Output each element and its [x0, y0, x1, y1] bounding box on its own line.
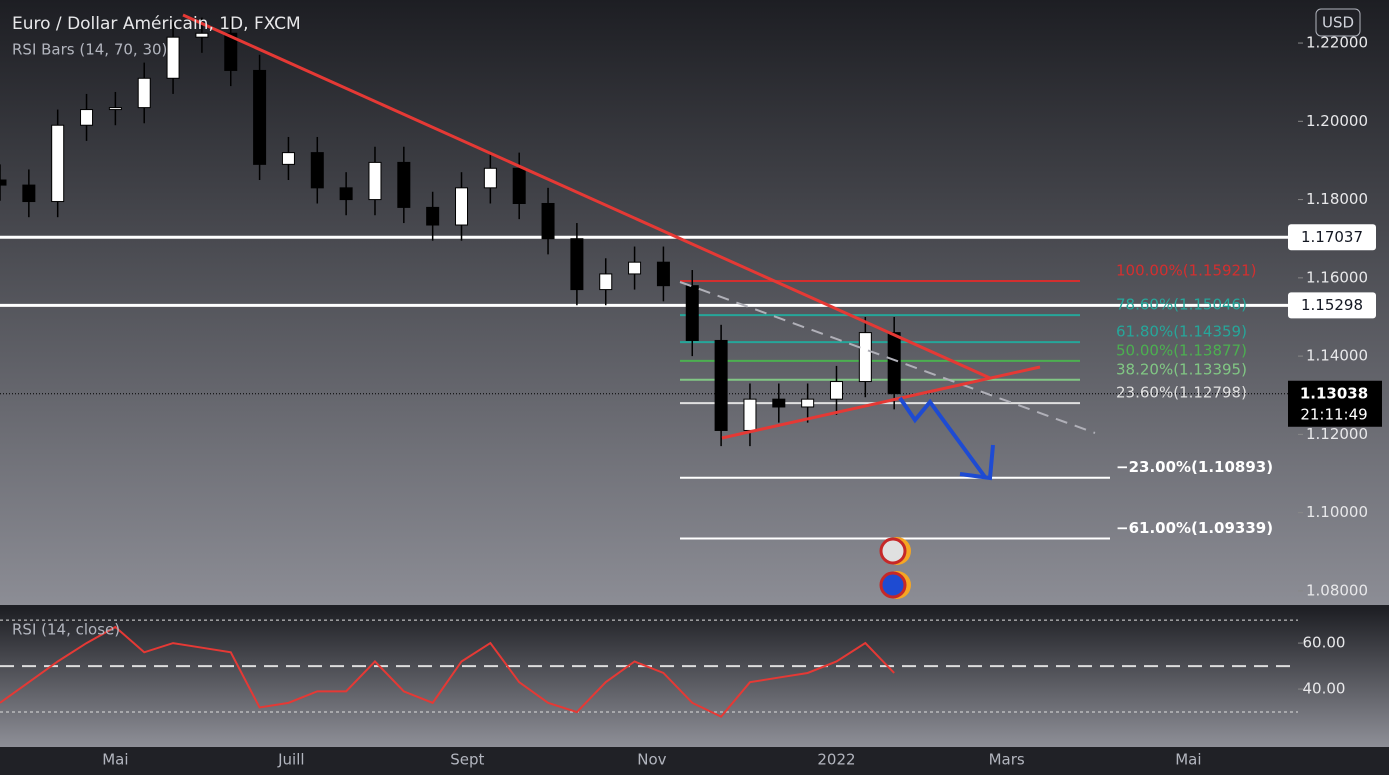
candle-body: [570, 238, 584, 291]
currency-label[interactable]: USD: [1322, 14, 1354, 32]
event-icon: [879, 537, 907, 565]
y-tick-label: 1.12000: [1306, 425, 1368, 443]
candle-body: [368, 161, 382, 201]
fib-label: −23.00%(1.10893): [1116, 458, 1273, 476]
candle-body: [512, 167, 526, 204]
candle-body: [455, 187, 469, 226]
candle-body: [51, 124, 65, 203]
projection-line: [679, 281, 1096, 434]
fib-label: −61.00%(1.09339): [1116, 519, 1273, 537]
candle-body: [310, 152, 324, 189]
candle-body: [887, 332, 901, 395]
price-tag: [1288, 380, 1382, 427]
candle-body: [166, 36, 180, 79]
candle-body: [656, 261, 670, 287]
x-tick-label: Mai: [1175, 751, 1201, 769]
candle-body: [829, 381, 843, 400]
candle-body: [599, 273, 613, 291]
indicator-title: RSI Bars (14, 70, 30): [12, 41, 167, 59]
last-price-label: 1.13038: [1300, 384, 1368, 402]
rsi-line: [0, 625, 895, 718]
drawings: [182, 13, 1096, 599]
candle-body: [80, 109, 94, 126]
level-label: 1.15298: [1301, 296, 1363, 314]
forecast-arrow: [898, 396, 987, 479]
candle-body: [224, 32, 238, 71]
candle-body: [339, 187, 353, 201]
fib-label: 61.80%(1.14359): [1116, 323, 1247, 341]
x-tick-label: Nov: [637, 751, 666, 769]
y-tick-label: 40.00: [1303, 680, 1346, 698]
candle-body: [483, 167, 497, 189]
y-tick-label: 60.00: [1303, 634, 1346, 652]
x-tick-label: Mai: [102, 751, 128, 769]
level-tag: [1288, 292, 1376, 319]
candle-body: [281, 152, 295, 165]
y-tick-label: 1.08000: [1306, 581, 1368, 599]
candle-body: [541, 202, 555, 240]
candle-body: [397, 161, 411, 208]
x-tick-label: 2022: [817, 751, 855, 769]
x-tick-label: Juill: [277, 751, 304, 769]
rsi-pane: [0, 607, 1389, 747]
candle-body: [743, 398, 757, 431]
level-label: 1.17037: [1301, 228, 1363, 246]
candle-body: [137, 77, 151, 109]
y-tick-label: 1.14000: [1306, 347, 1368, 365]
event-icon: [879, 571, 907, 599]
chart-title: Euro / Dollar Américain, 1D, FXCM: [12, 14, 301, 34]
candle-body: [253, 69, 267, 165]
candle-body: [772, 398, 786, 408]
candle-body: [0, 179, 7, 186]
y-tick-label: 1.16000: [1306, 268, 1368, 286]
support-line: [721, 365, 1041, 440]
y-tick-label: 1.10000: [1306, 503, 1368, 521]
candle-body: [108, 107, 122, 111]
candle-body: [801, 398, 815, 408]
fib-label: 100.00%(1.15921): [1116, 261, 1256, 279]
fib-label: 38.20%(1.13395): [1116, 360, 1247, 378]
resistance-line: [182, 13, 991, 380]
x-tick-label: Sept: [450, 751, 484, 769]
y-tick-label: 1.18000: [1306, 190, 1368, 208]
candle-body: [714, 339, 728, 431]
time-axis: [0, 747, 1389, 775]
candle-body: [685, 285, 699, 341]
y-tick-label: 1.20000: [1306, 112, 1368, 130]
currency-button[interactable]: [1315, 8, 1361, 37]
candle-body: [426, 206, 440, 226]
arrow-head: [959, 444, 995, 481]
candle-body: [22, 184, 36, 203]
candle-body: [628, 261, 642, 275]
countdown: 21:11:49: [1300, 405, 1367, 423]
y-tick-label: 1.22000: [1306, 34, 1368, 52]
fib-label: 23.60%(1.12798): [1116, 384, 1247, 402]
fib-label: 50.00%(1.13877): [1116, 341, 1247, 359]
x-tick-label: Mars: [989, 751, 1025, 769]
candle-body: [195, 32, 209, 38]
fib-label: 78.60%(1.15046): [1116, 296, 1247, 314]
level-tag: [1288, 224, 1376, 251]
candle-body: [858, 332, 872, 383]
rsi-title: RSI (14, close): [12, 621, 120, 639]
